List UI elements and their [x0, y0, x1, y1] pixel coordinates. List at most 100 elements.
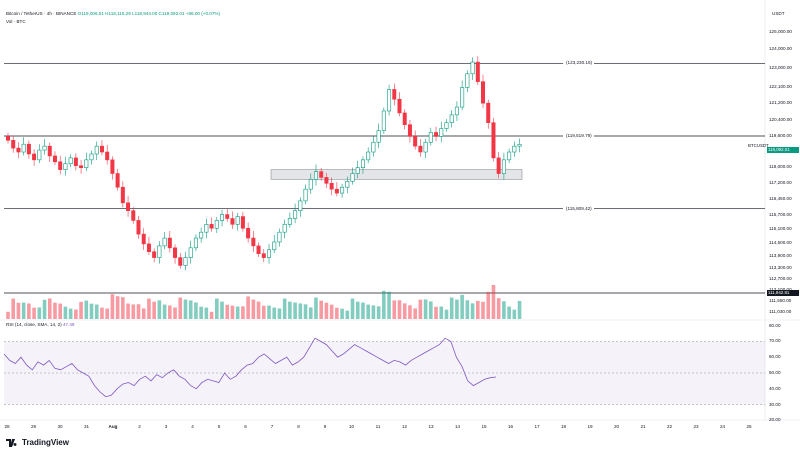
volume-bar — [340, 308, 344, 319]
volume-bar — [121, 297, 125, 319]
candle — [355, 167, 360, 174]
candle — [188, 247, 193, 258]
candle — [199, 231, 204, 239]
volume-bar — [105, 308, 109, 319]
candle — [178, 257, 183, 266]
candle — [481, 81, 486, 104]
candle — [460, 87, 465, 108]
volume-bar — [53, 302, 57, 319]
candle — [173, 247, 178, 258]
volume-bar — [434, 306, 438, 319]
volume-bar — [199, 306, 203, 319]
volume-price-tag: 111,942.81 — [767, 290, 799, 296]
candle — [340, 186, 345, 194]
volume-bar — [261, 305, 266, 319]
volume-bar — [314, 297, 318, 319]
candle — [324, 177, 329, 184]
volume-bar — [256, 301, 261, 319]
price-tick-label: 112,100.00 — [769, 287, 792, 292]
volume-bar — [194, 302, 198, 319]
candle — [105, 151, 110, 161]
time-tick-label: 28 — [4, 424, 10, 429]
volume-bar — [308, 307, 313, 319]
level-label: (119,519.79) — [566, 133, 592, 138]
volume-bar — [387, 291, 391, 319]
candle — [11, 139, 16, 149]
currency-unit[interactable]: USDT — [772, 11, 785, 16]
time-tick-label: Aug — [108, 424, 118, 429]
time-tick-label: 7 — [270, 424, 274, 429]
candle — [366, 151, 371, 161]
volume-bar — [277, 308, 282, 319]
candle — [16, 147, 21, 153]
time-tick-label: 23 — [693, 424, 699, 429]
candle — [434, 132, 439, 137]
time-tick-label: 5 — [217, 424, 221, 429]
rsi-settings: RSI (14, close, SMA, 14, 2) — [6, 322, 62, 327]
candle — [334, 188, 339, 194]
time-tick-label: 22 — [666, 424, 673, 429]
volume-bar — [413, 308, 417, 319]
price-tick-label: 111,030.00 — [769, 309, 792, 314]
volume-bar — [204, 307, 209, 319]
time-tick-label: 20 — [613, 424, 620, 429]
candle — [157, 245, 162, 258]
chart-header: Bitcoin / TetherUS · 4h · BINANCE O119,0… — [6, 11, 220, 17]
volume-bar — [27, 303, 31, 319]
candle — [63, 163, 68, 170]
volume-bar — [371, 305, 376, 319]
price-tick-label: 124,000.00 — [769, 46, 792, 51]
price-tick-label: 117,200.00 — [769, 180, 792, 185]
candle — [225, 214, 230, 219]
volume-bar — [84, 300, 89, 319]
rsi-label[interactable]: RSI (14, close, SMA, 14, 2) 47.49 — [6, 322, 74, 327]
candle — [329, 183, 334, 190]
volume-bar — [173, 307, 177, 319]
candle — [293, 210, 298, 219]
tradingview-logo[interactable]: TradingView — [6, 438, 69, 447]
volume-bar — [423, 299, 428, 319]
volume-bar — [366, 304, 370, 319]
symbol-title[interactable]: Bitcoin / TetherUS · 4h · BINANCE — [6, 11, 77, 16]
volume-bar — [517, 300, 522, 319]
volume-bar — [11, 298, 16, 319]
candle — [287, 218, 292, 225]
rsi-tick-label: 20.00 — [769, 417, 781, 423]
rsi-tick-label: 40.00 — [769, 385, 781, 391]
candle — [475, 61, 480, 82]
time-tick-label: 4 — [191, 424, 194, 429]
candle — [381, 110, 386, 131]
rsi-value: 47.49 — [62, 322, 75, 327]
time-tick-label: 8 — [297, 424, 300, 429]
candle — [402, 112, 407, 125]
candle — [94, 145, 99, 155]
candle — [418, 145, 423, 153]
volume-bar — [382, 290, 386, 319]
volume-bar — [476, 300, 480, 319]
volume-bar — [32, 307, 36, 319]
volume-bar — [439, 306, 444, 319]
candle — [246, 227, 251, 239]
volume-bar — [319, 300, 323, 319]
volume-bar — [21, 302, 26, 319]
candle — [58, 161, 63, 170]
volume-label[interactable]: Vol · BTC — [6, 19, 26, 24]
candle — [99, 145, 104, 153]
volume-bar — [157, 300, 162, 319]
volume-bar — [361, 302, 365, 319]
volume-bar — [251, 299, 256, 319]
volume-bar — [37, 307, 42, 319]
volume-bar — [63, 306, 68, 319]
candle — [167, 237, 172, 249]
volume-bar — [162, 304, 167, 319]
candle — [251, 237, 256, 247]
time-tick-label: 6 — [244, 424, 247, 429]
price-tick-label: 115,700.00 — [769, 212, 792, 217]
candle — [256, 245, 261, 254]
volume-bar — [303, 304, 308, 319]
candle — [360, 159, 365, 168]
candle — [413, 136, 418, 147]
candle — [512, 145, 517, 153]
volume-bar — [141, 308, 146, 319]
